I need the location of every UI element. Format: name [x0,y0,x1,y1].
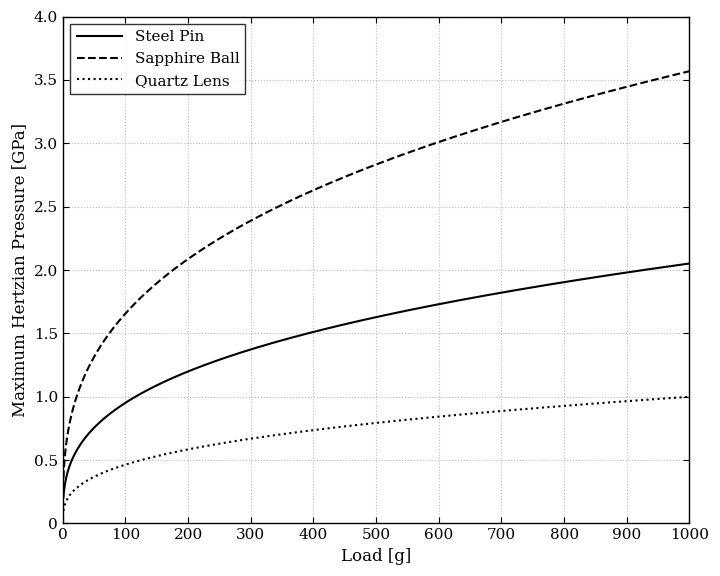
Line: Quartz Lens: Quartz Lens [63,397,689,511]
Sapphire Ball [685,68,693,75]
Quartz Lens [173,448,181,455]
Steel Pin [526,284,535,291]
Line: Sapphire Ball: Sapphire Ball [63,71,689,478]
Steel Pin [466,295,474,302]
Steel Pin [59,494,68,501]
Quartz Lens [59,507,68,514]
Line: Steel Pin: Steel Pin [63,263,689,498]
Quartz Lens [685,393,693,400]
Y-axis label: Maximum Hertzian Pressure [GPa]: Maximum Hertzian Pressure [GPa] [11,123,28,417]
Steel Pin [574,276,582,283]
Sapphire Ball [298,192,307,199]
Sapphire Ball [434,138,443,145]
Sapphire Ball [526,110,535,117]
Legend: Steel Pin, Sapphire Ball, Quartz Lens: Steel Pin, Sapphire Ball, Quartz Lens [71,24,246,94]
Sapphire Ball [59,475,68,482]
Steel Pin [434,301,443,308]
Sapphire Ball [574,96,582,103]
Sapphire Ball [173,263,181,270]
X-axis label: Load [g]: Load [g] [341,548,411,565]
Sapphire Ball [466,128,474,135]
Steel Pin [685,260,693,267]
Quartz Lens [526,405,535,412]
Quartz Lens [434,413,443,420]
Quartz Lens [298,428,307,435]
Steel Pin [298,331,307,338]
Quartz Lens [574,401,582,408]
Steel Pin [173,373,181,380]
Quartz Lens [466,410,474,417]
